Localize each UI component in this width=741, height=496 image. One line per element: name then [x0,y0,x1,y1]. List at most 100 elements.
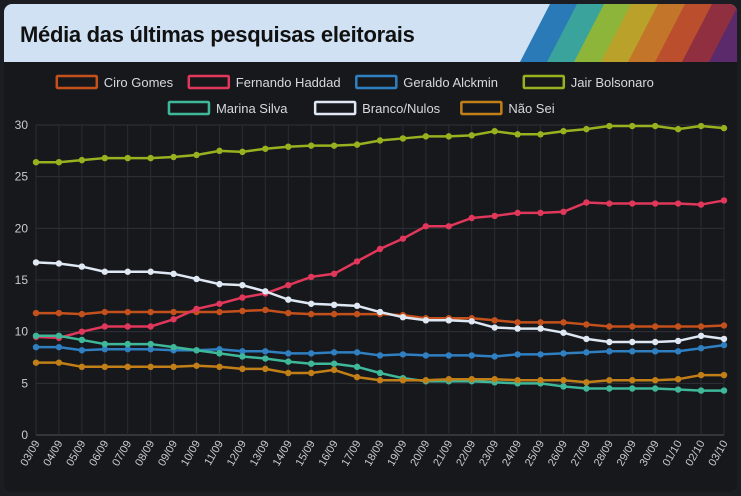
data-point [652,377,659,384]
data-point [353,302,361,310]
data-point [720,322,728,329]
x-tick-label: 02/10 [684,439,708,469]
data-point [170,308,177,316]
data-point [216,280,223,288]
data-point [285,358,292,365]
data-point [560,329,567,336]
data-point [606,323,613,330]
legend-swatch [55,74,99,90]
data-point [55,260,63,267]
data-point [193,362,200,369]
data-point [308,300,315,307]
data-point [652,200,659,207]
x-tick-label: 26/09 [546,439,570,469]
data-point [285,296,292,303]
legend-item: Fernando Haddad [187,74,341,90]
x-tick-label: 10/09 [179,439,203,469]
y-tick-label: 30 [15,118,29,132]
data-point [262,288,269,295]
data-point [560,319,567,326]
data-point [583,125,590,133]
data-point [697,345,705,352]
data-point [262,145,269,152]
data-point [629,377,636,384]
stripe [709,7,737,62]
data-point [560,208,567,215]
data-point [674,348,682,355]
data-point [353,349,361,356]
legend-item: Geraldo Alckmin [355,74,498,90]
x-tick-label: 18/09 [362,439,386,469]
data-point [376,352,384,359]
data-point [491,324,498,331]
data-point [216,363,223,370]
data-point [353,141,361,148]
data-point [330,360,338,367]
x-tick-label: 13/09 [248,439,272,469]
legend-label: Não Sei [508,101,554,116]
data-point [239,348,246,355]
data-point [491,212,498,220]
data-point [491,353,498,360]
data-point [262,365,269,373]
title-bar: Média das últimas pesquisas eleitorais [4,4,737,62]
x-tick-label: 14/09 [271,439,295,469]
y-tick-label: 15 [15,273,29,287]
data-point [491,376,498,383]
data-point [445,133,452,140]
legend-swatch [313,100,357,116]
data-point [606,200,613,207]
data-point [308,310,315,318]
data-point [124,308,131,316]
data-point [32,359,40,366]
data-point [606,122,613,130]
data-point [514,377,521,384]
data-point [78,363,86,370]
legend-label: Geraldo Alckmin [403,75,498,90]
data-point [147,154,154,162]
data-point [697,201,705,208]
data-point [583,379,590,386]
data-point [124,323,131,330]
data-point [674,200,682,207]
stripe [682,4,737,62]
data-point [697,323,705,330]
data-point [330,349,338,356]
data-point [78,336,86,344]
x-tick-label: 19/09 [385,439,409,469]
x-tick-label: 23/09 [477,438,501,468]
data-point [239,307,246,315]
data-point [560,350,567,357]
data-point [583,335,590,343]
data-point [330,366,338,374]
data-point [399,235,407,242]
series-branco-nulos [32,259,728,346]
data-point [445,223,452,230]
data-point [697,122,705,130]
data-point [720,335,728,343]
stripe [574,4,634,62]
data-point [652,122,659,130]
data-point [147,340,154,348]
data-point [170,270,177,277]
data-point [147,308,154,316]
data-point [239,353,246,360]
data-point [674,386,682,393]
data-point [216,300,223,307]
x-tick-label: 07/09 [110,439,134,469]
data-point [537,325,544,332]
data-point [285,309,292,317]
data-point [674,323,682,330]
data-point [170,343,177,351]
chart-frame: Média das últimas pesquisas eleitorais 0… [4,4,737,492]
legend-swatch [355,74,398,90]
data-point [445,376,452,383]
y-tick-label: 5 [21,376,28,390]
data-point [78,347,86,354]
data-point [239,294,246,301]
data-point [583,199,590,206]
data-point [629,385,636,392]
x-tick-label: 21/09 [431,439,455,469]
line-chart: 0 5 10 15 20 25 30 03/0904/0905/0906/0907/0908/… [15,74,731,469]
y-tick-label: 25 [15,170,29,184]
